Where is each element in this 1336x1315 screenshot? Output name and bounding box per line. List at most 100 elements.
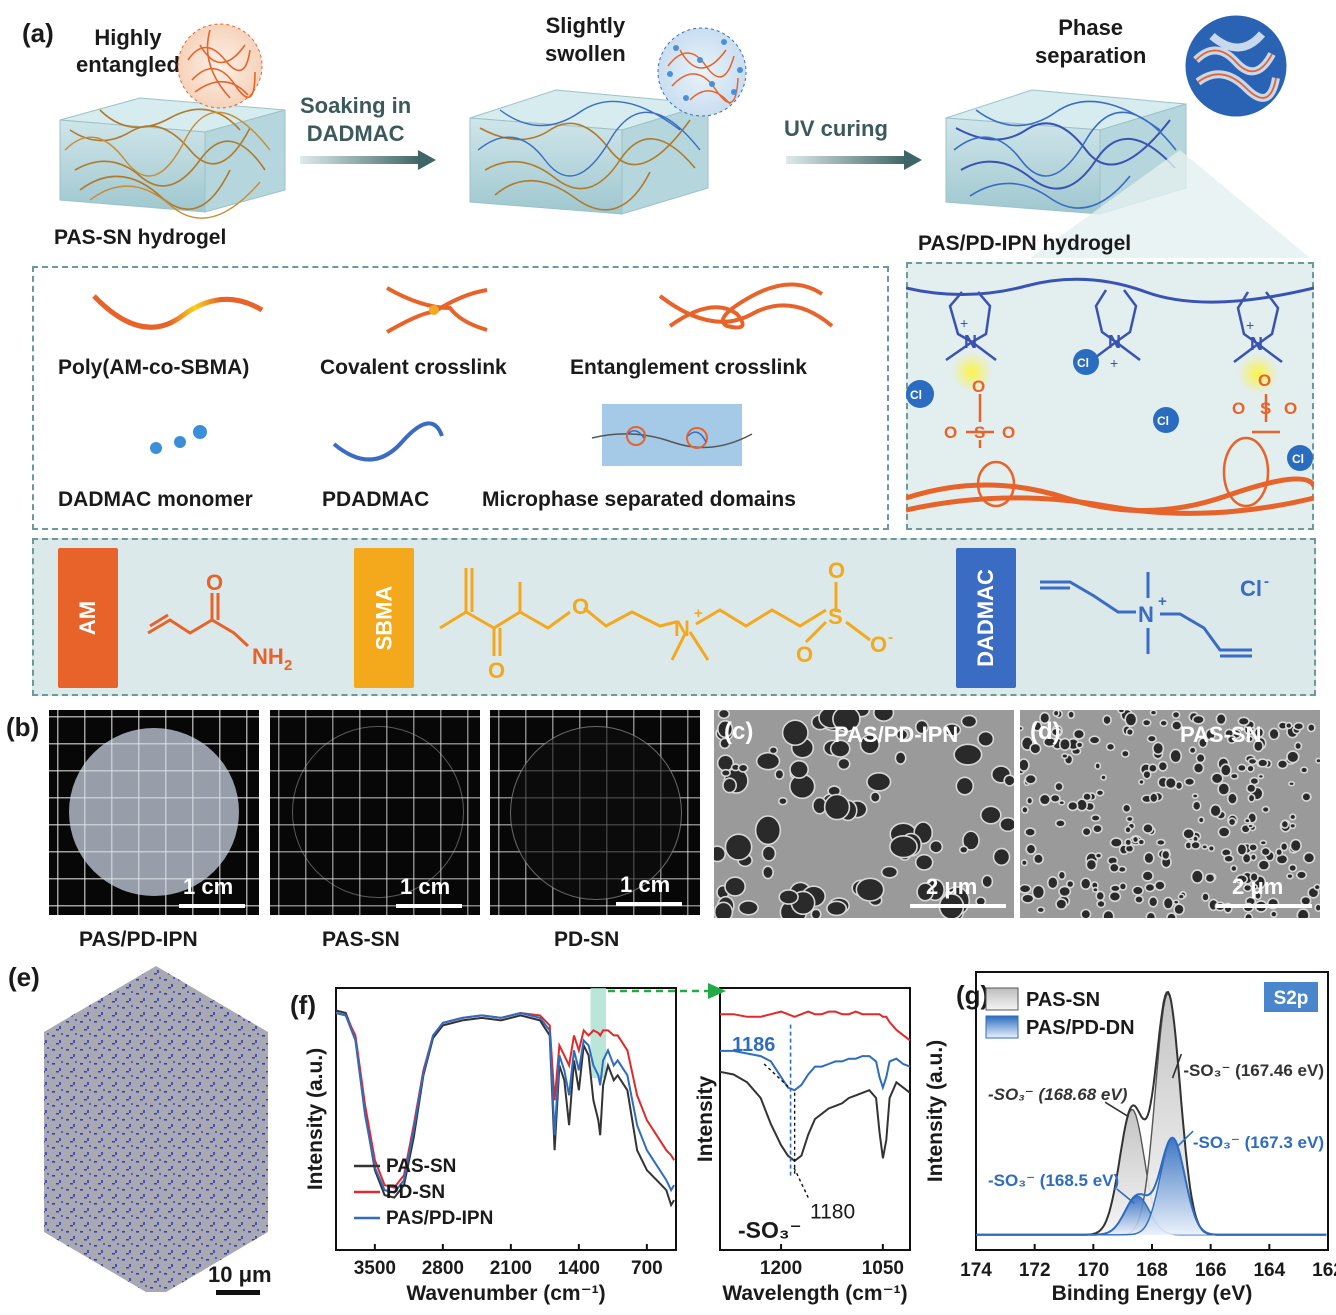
sem-pore bbox=[960, 714, 978, 729]
xps-xtick-label: 162 bbox=[1312, 1260, 1336, 1281]
sem-pore bbox=[1020, 859, 1028, 867]
sem-pore bbox=[977, 730, 995, 748]
sem-pore bbox=[1210, 772, 1224, 785]
panel-e-scale-bar bbox=[216, 1290, 260, 1295]
microphase-domain-glyph bbox=[591, 404, 753, 466]
sem-pore bbox=[1072, 728, 1086, 740]
scale-text-b2: 1 cm bbox=[400, 874, 451, 899]
sem-pore bbox=[1197, 737, 1208, 749]
sem-pore bbox=[1192, 714, 1205, 725]
sem-c-title: PAS/PD-IPN bbox=[834, 722, 959, 747]
sem-pore bbox=[894, 751, 907, 765]
sem-pore bbox=[942, 723, 962, 737]
am-nh2: NH bbox=[252, 644, 284, 669]
sem-pore bbox=[724, 833, 753, 861]
sem-pore bbox=[1253, 727, 1265, 739]
ftir-xtick-label: 3500 bbox=[354, 1258, 396, 1279]
sem-pore bbox=[1146, 734, 1157, 743]
ftir-ylabel: Intensity (a.u.) bbox=[304, 1048, 327, 1190]
hydrogel-disc-opaque bbox=[69, 728, 239, 896]
stage1-title-line1: Highly bbox=[94, 25, 162, 50]
arrow2-text: UV curing bbox=[784, 116, 888, 141]
sem-pore bbox=[1036, 906, 1046, 914]
sem-pore bbox=[1243, 817, 1251, 824]
dadmac-n: N bbox=[1138, 602, 1154, 627]
sem-pore bbox=[1131, 885, 1144, 896]
sem-pore bbox=[1164, 776, 1177, 790]
sem-pore bbox=[1293, 721, 1305, 731]
sem-pore bbox=[823, 793, 851, 821]
sem-pore bbox=[955, 776, 975, 796]
sbma-tag: SBMA bbox=[354, 548, 414, 688]
sem-pore bbox=[1100, 774, 1107, 781]
cl-4: Cl bbox=[1292, 452, 1304, 466]
xps-legend-pas-pd-dn: PAS/PD-DN bbox=[1026, 1017, 1135, 1039]
sem-pore bbox=[1066, 800, 1079, 812]
sem-pore bbox=[1223, 854, 1235, 864]
sem-pore bbox=[1188, 746, 1197, 755]
xps-peak-fill bbox=[1020, 1138, 1284, 1235]
sem-pore bbox=[1137, 838, 1146, 846]
arrow1-text-line2: DADMAC bbox=[306, 121, 405, 146]
sem-pore bbox=[1183, 777, 1196, 787]
sem-pore bbox=[1245, 735, 1254, 743]
sem-pore bbox=[1237, 716, 1250, 727]
sem-pore bbox=[1021, 805, 1029, 814]
zoom-xlabel: Wavelength (cm⁻¹) bbox=[722, 1282, 907, 1305]
sem-pore bbox=[1096, 899, 1106, 909]
sem-pore bbox=[1245, 783, 1257, 794]
sem-pore bbox=[1201, 843, 1209, 850]
scale-text-b3: 1 cm bbox=[620, 872, 671, 897]
zoom-s1: S bbox=[974, 423, 985, 442]
sem-pore bbox=[1154, 880, 1166, 891]
sem-pore bbox=[1276, 759, 1289, 770]
sem-pore bbox=[962, 830, 980, 851]
monomer-structures: O NH 2 O O N + S O O O - N + Cl - bbox=[147, 558, 1269, 683]
scale-text-b1: 1 cm bbox=[183, 874, 234, 899]
zoom-o5: O bbox=[1232, 399, 1245, 418]
legend-covalent: Covalent crosslink bbox=[320, 356, 507, 379]
sbma-o4: O bbox=[796, 642, 813, 667]
ftir-xlabel: Wavenumber (cm⁻¹) bbox=[406, 1282, 605, 1305]
sem-pore bbox=[1236, 763, 1247, 773]
sem-pore bbox=[1302, 851, 1316, 864]
zoom-xtick-label: 1050 bbox=[862, 1258, 904, 1279]
sem-pore bbox=[1046, 875, 1059, 890]
sem-pore bbox=[1032, 720, 1043, 732]
sem-pore bbox=[1294, 741, 1303, 751]
sem-pore bbox=[1105, 742, 1116, 752]
sem-pore bbox=[1031, 884, 1046, 900]
am-tag: AM bbox=[58, 548, 118, 688]
am-structure bbox=[147, 593, 250, 648]
sem-pore bbox=[1314, 903, 1320, 913]
sem-pore bbox=[1173, 903, 1185, 916]
sem-pore bbox=[1124, 838, 1133, 847]
sem-pore bbox=[1286, 872, 1294, 880]
sem-pore bbox=[1026, 796, 1034, 805]
sem-pore bbox=[719, 737, 731, 750]
sem-pore bbox=[1244, 912, 1254, 918]
sem-c-scale-bar bbox=[910, 904, 1006, 908]
zoom-series-pd-sn bbox=[720, 1010, 911, 1042]
sem-pore bbox=[1141, 870, 1154, 882]
sem-pore bbox=[777, 796, 788, 806]
sem-pore bbox=[1236, 843, 1248, 856]
sem-pore bbox=[1065, 879, 1075, 889]
label-so3: -SO₃⁻ bbox=[738, 1217, 802, 1243]
ftir-zoom-chart: 1186 1180 -SO₃⁻ 1200 1050 Wavelength (cm⁻¹) In… bbox=[694, 987, 911, 1305]
ftir-xtick-label: 2800 bbox=[422, 1258, 464, 1279]
gel-block-3 bbox=[945, 89, 1187, 215]
sem-pore bbox=[1159, 719, 1169, 727]
sem-pore bbox=[774, 768, 785, 780]
dadmac-tag: DADMAC bbox=[956, 548, 1016, 688]
sem-pore bbox=[914, 719, 929, 735]
sem-pore bbox=[1039, 711, 1051, 725]
xps-s2p-tag-text: S2p bbox=[1274, 988, 1309, 1009]
sem-image-c: (c) PAS/PD-IPN 2 μm bbox=[714, 710, 1014, 918]
sem-pore bbox=[1230, 864, 1238, 873]
sem-pore bbox=[1149, 710, 1158, 716]
gel-block-2 bbox=[469, 89, 709, 215]
sem-pore bbox=[1020, 883, 1032, 894]
zoom-s2: S bbox=[1260, 399, 1271, 418]
sem-pore bbox=[1182, 827, 1196, 840]
